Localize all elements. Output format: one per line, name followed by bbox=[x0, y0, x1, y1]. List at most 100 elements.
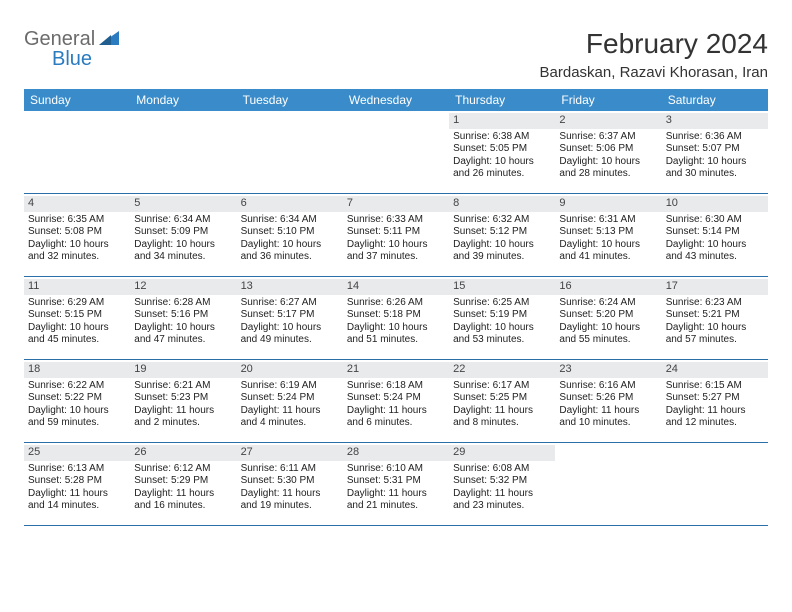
sunset-text: Sunset: 5:32 PM bbox=[453, 475, 551, 488]
daylight-text: Daylight: 10 hours and 47 minutes. bbox=[134, 322, 232, 347]
day-cell: 6Sunrise: 6:34 AMSunset: 5:10 PMDaylight… bbox=[237, 194, 343, 276]
day-cell: 19Sunrise: 6:21 AMSunset: 5:23 PMDayligh… bbox=[130, 360, 236, 442]
daylight-text: Daylight: 11 hours and 12 minutes. bbox=[666, 405, 764, 430]
day-cell: 3Sunrise: 6:36 AMSunset: 5:07 PMDaylight… bbox=[662, 111, 768, 193]
day-number: 26 bbox=[130, 445, 236, 461]
day-number: 5 bbox=[130, 196, 236, 212]
day-number: 27 bbox=[237, 445, 343, 461]
sunset-text: Sunset: 5:26 PM bbox=[559, 392, 657, 405]
sunrise-text: Sunrise: 6:27 AM bbox=[241, 297, 339, 310]
day-cell: 12 Sunrise: 6:28 AMSunset: 5:16 PMDayligh… bbox=[130, 277, 236, 359]
sunrise-text: Sunrise: 6:34 AM bbox=[134, 214, 232, 227]
sunrise-text: Sunrise: 6:21 AM bbox=[134, 380, 232, 393]
sunset-text: Sunset: 5:24 PM bbox=[241, 392, 339, 405]
day-number: 19 bbox=[130, 362, 236, 378]
sunset-text: Sunset: 5:19 PM bbox=[453, 309, 551, 322]
day-cell: 4Sunrise: 6:35 AMSunset: 5:08 PMDaylight… bbox=[24, 194, 130, 276]
day-cell: 25Sunrise: 6:13 AMSunset: 5:28 PMDayligh… bbox=[24, 443, 130, 525]
sunrise-text: Sunrise: 6:19 AM bbox=[241, 380, 339, 393]
day-number: 18 bbox=[24, 362, 130, 378]
sunrise-text: Sunrise: 6:29 AM bbox=[28, 297, 126, 310]
day-cell: 8Sunrise: 6:32 AMSunset: 5:12 PMDaylight… bbox=[449, 194, 555, 276]
day-number: 1 bbox=[449, 113, 555, 129]
week-row: 11 Sunrise: 6:29 AMSunset: 5:15 PM Dayligh… bbox=[24, 277, 768, 360]
sunset-text: Sunset: 5:31 PM bbox=[347, 475, 445, 488]
day-number: 13 bbox=[237, 279, 343, 295]
day-number: 6 bbox=[237, 196, 343, 212]
dow-row: Sunday Monday Tuesday Wednesday Thursday… bbox=[24, 89, 768, 111]
day-cell: 11Sunrise: 6:29 AMSunset: 5:15 PMDayligh… bbox=[24, 277, 130, 359]
title-block: February 2024 Bardaskan, Razavi Khorasan… bbox=[540, 28, 768, 81]
daylight-text: Daylight: 11 hours and 23 minutes. bbox=[453, 488, 551, 513]
sunrise-text: Sunrise: 6:28 AM bbox=[134, 297, 232, 310]
daylight-text: Daylight: 10 hours and 49 minutes. bbox=[241, 322, 339, 347]
sunrise-text: Sunrise: 6:15 AM bbox=[666, 380, 764, 393]
sunset-text: Sunset: 5:20 PM bbox=[559, 309, 657, 322]
week-row: 4Sunrise: 6:35 AMSunset: 5:08 PMDaylight… bbox=[24, 194, 768, 277]
sunset-text: Sunset: 5:06 PM bbox=[559, 143, 657, 156]
weeks-container: 1Sunrise: 6:38 AMSunset: 5:05 PMDaylight… bbox=[24, 111, 768, 526]
sunset-text: Sunset: 5:30 PM bbox=[241, 475, 339, 488]
week-row: 18Sunrise: 6:22 AMSunset: 5:22 PMDayligh… bbox=[24, 360, 768, 443]
sunset-text: Sunset: 5:16 PM bbox=[134, 309, 232, 322]
sunset-text: Sunset: 5:18 PM bbox=[347, 309, 445, 322]
day-number: 24 bbox=[662, 362, 768, 378]
daylight-text: Daylight: 10 hours and 37 minutes. bbox=[347, 239, 445, 264]
sunrise-text: Sunrise: 6:12 AM bbox=[134, 463, 232, 476]
day-number: 10 bbox=[662, 196, 768, 212]
daylight-text: Daylight: 10 hours and 53 minutes. bbox=[453, 322, 551, 347]
sunrise-text: Sunrise: 6:30 AM bbox=[666, 214, 764, 227]
dow-thursday: Thursday bbox=[449, 89, 555, 111]
dow-monday: Monday bbox=[130, 89, 236, 111]
daylight-text: Daylight: 10 hours and 43 minutes. bbox=[666, 239, 764, 264]
sunrise-text: Sunrise: 6:32 AM bbox=[453, 214, 551, 227]
day-cell: 15Sunrise: 6:25 AMSunset: 5:19 PMDayligh… bbox=[449, 277, 555, 359]
day-cell bbox=[24, 111, 130, 193]
day-cell: 29Sunrise: 6:08 AMSunset: 5:32 PMDayligh… bbox=[449, 443, 555, 525]
day-cell bbox=[237, 111, 343, 193]
sunset-text: Sunset: 5:10 PM bbox=[241, 226, 339, 239]
brand-logo: General Blue bbox=[24, 28, 121, 51]
day-number: 29 bbox=[449, 445, 555, 461]
daylight-text: Daylight: 10 hours and 39 minutes. bbox=[453, 239, 551, 264]
daylight-text: Daylight: 11 hours and 14 minutes. bbox=[28, 488, 126, 513]
sunset-text: Sunset: 5:15 PM bbox=[28, 309, 126, 322]
day-number: 11 bbox=[24, 279, 130, 295]
day-cell bbox=[130, 111, 236, 193]
day-cell: 1Sunrise: 6:38 AMSunset: 5:05 PMDaylight… bbox=[449, 111, 555, 193]
day-number: 4 bbox=[24, 196, 130, 212]
day-cell: 16Sunrise: 6:24 AMSunset: 5:20 PMDayligh… bbox=[555, 277, 661, 359]
day-number: 23 bbox=[555, 362, 661, 378]
day-cell: 17Sunrise: 6:23 AMSunset: 5:21 PMDayligh… bbox=[662, 277, 768, 359]
daylight-text: Daylight: 11 hours and 2 minutes. bbox=[134, 405, 232, 430]
sunrise-text: Sunrise: 6:10 AM bbox=[347, 463, 445, 476]
sunrise-text: Sunrise: 6:37 AM bbox=[559, 131, 657, 144]
day-cell: 27 Sunrise: 6:11 AMSunset: 5:30 PMDayligh… bbox=[237, 443, 343, 525]
dow-saturday: Saturday bbox=[662, 89, 768, 111]
day-cell: 5Sunrise: 6:34 AMSunset: 5:09 PMDaylight… bbox=[130, 194, 236, 276]
location: Bardaskan, Razavi Khorasan, Iran bbox=[540, 64, 768, 81]
day-cell: 2Sunrise: 6:37 AMSunset: 5:06 PMDaylight… bbox=[555, 111, 661, 193]
day-number: 12 bbox=[130, 279, 236, 295]
week-row: 25Sunrise: 6:13 AMSunset: 5:28 PMDayligh… bbox=[24, 443, 768, 526]
day-number: 16 bbox=[555, 279, 661, 295]
week-row: 1Sunrise: 6:38 AMSunset: 5:05 PMDaylight… bbox=[24, 111, 768, 194]
day-cell: 26Sunrise: 6:12 AMSunset: 5:29 PMDayligh… bbox=[130, 443, 236, 525]
day-number: 21 bbox=[343, 362, 449, 378]
daylight-text: Daylight: 10 hours and 59 minutes. bbox=[28, 405, 126, 430]
sunrise-text: Sunrise: 6:33 AM bbox=[347, 214, 445, 227]
daylight-text: Daylight: 10 hours and 34 minutes. bbox=[134, 239, 232, 264]
sunset-text: Sunset: 5:27 PM bbox=[666, 392, 764, 405]
daylight-text: Daylight: 11 hours and 6 minutes. bbox=[347, 405, 445, 430]
day-number: 28 bbox=[343, 445, 449, 461]
daylight-text: Daylight: 10 hours and 30 minutes. bbox=[666, 156, 764, 181]
day-cell: 23Sunrise: 6:16 AMSunset: 5:26 PMDayligh… bbox=[555, 360, 661, 442]
sunset-text: Sunset: 5:17 PM bbox=[241, 309, 339, 322]
sunset-text: Sunset: 5:25 PM bbox=[453, 392, 551, 405]
daylight-text: Daylight: 11 hours and 19 minutes. bbox=[241, 488, 339, 513]
month-title: February 2024 bbox=[540, 28, 768, 60]
dow-friday: Friday bbox=[555, 89, 661, 111]
day-number: 7 bbox=[343, 196, 449, 212]
sunrise-text: Sunrise: 6:26 AM bbox=[347, 297, 445, 310]
sunrise-text: Sunrise: 6:11 AM bbox=[241, 463, 339, 476]
